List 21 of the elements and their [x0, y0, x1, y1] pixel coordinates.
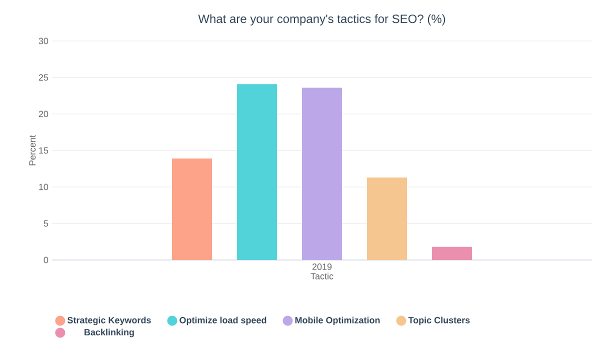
- bar: [172, 158, 212, 260]
- legend-label: Strategic Keywords: [67, 316, 151, 326]
- x-tick-label: 2019: [312, 264, 332, 270]
- x-axis-title: Tactic: [310, 272, 334, 280]
- bar: [237, 84, 277, 260]
- y-tick-label: 15: [39, 147, 48, 154]
- y-tick-label: 30: [38, 38, 48, 44]
- legend-label: Mobile Optimization: [295, 316, 380, 326]
- legend-label: Topic Clusters: [408, 316, 470, 326]
- chart-title: What are your company's tactics for SEO? (%): [198, 14, 446, 26]
- bar: [366, 178, 407, 260]
- y-tick-label: 5: [44, 220, 48, 227]
- bar: [302, 88, 342, 260]
- y-tick-label: 25: [38, 74, 48, 81]
- legend-label: Backlinking: [84, 328, 134, 338]
- y-axis-title: Percent: [29, 135, 36, 166]
- bar: [432, 246, 472, 260]
- legend-label: Optimize load speed: [180, 316, 266, 326]
- y-tick-label: 20: [38, 110, 48, 118]
- y-tick-label: 10: [39, 184, 48, 190]
- y-tick-label: 0: [44, 256, 48, 264]
